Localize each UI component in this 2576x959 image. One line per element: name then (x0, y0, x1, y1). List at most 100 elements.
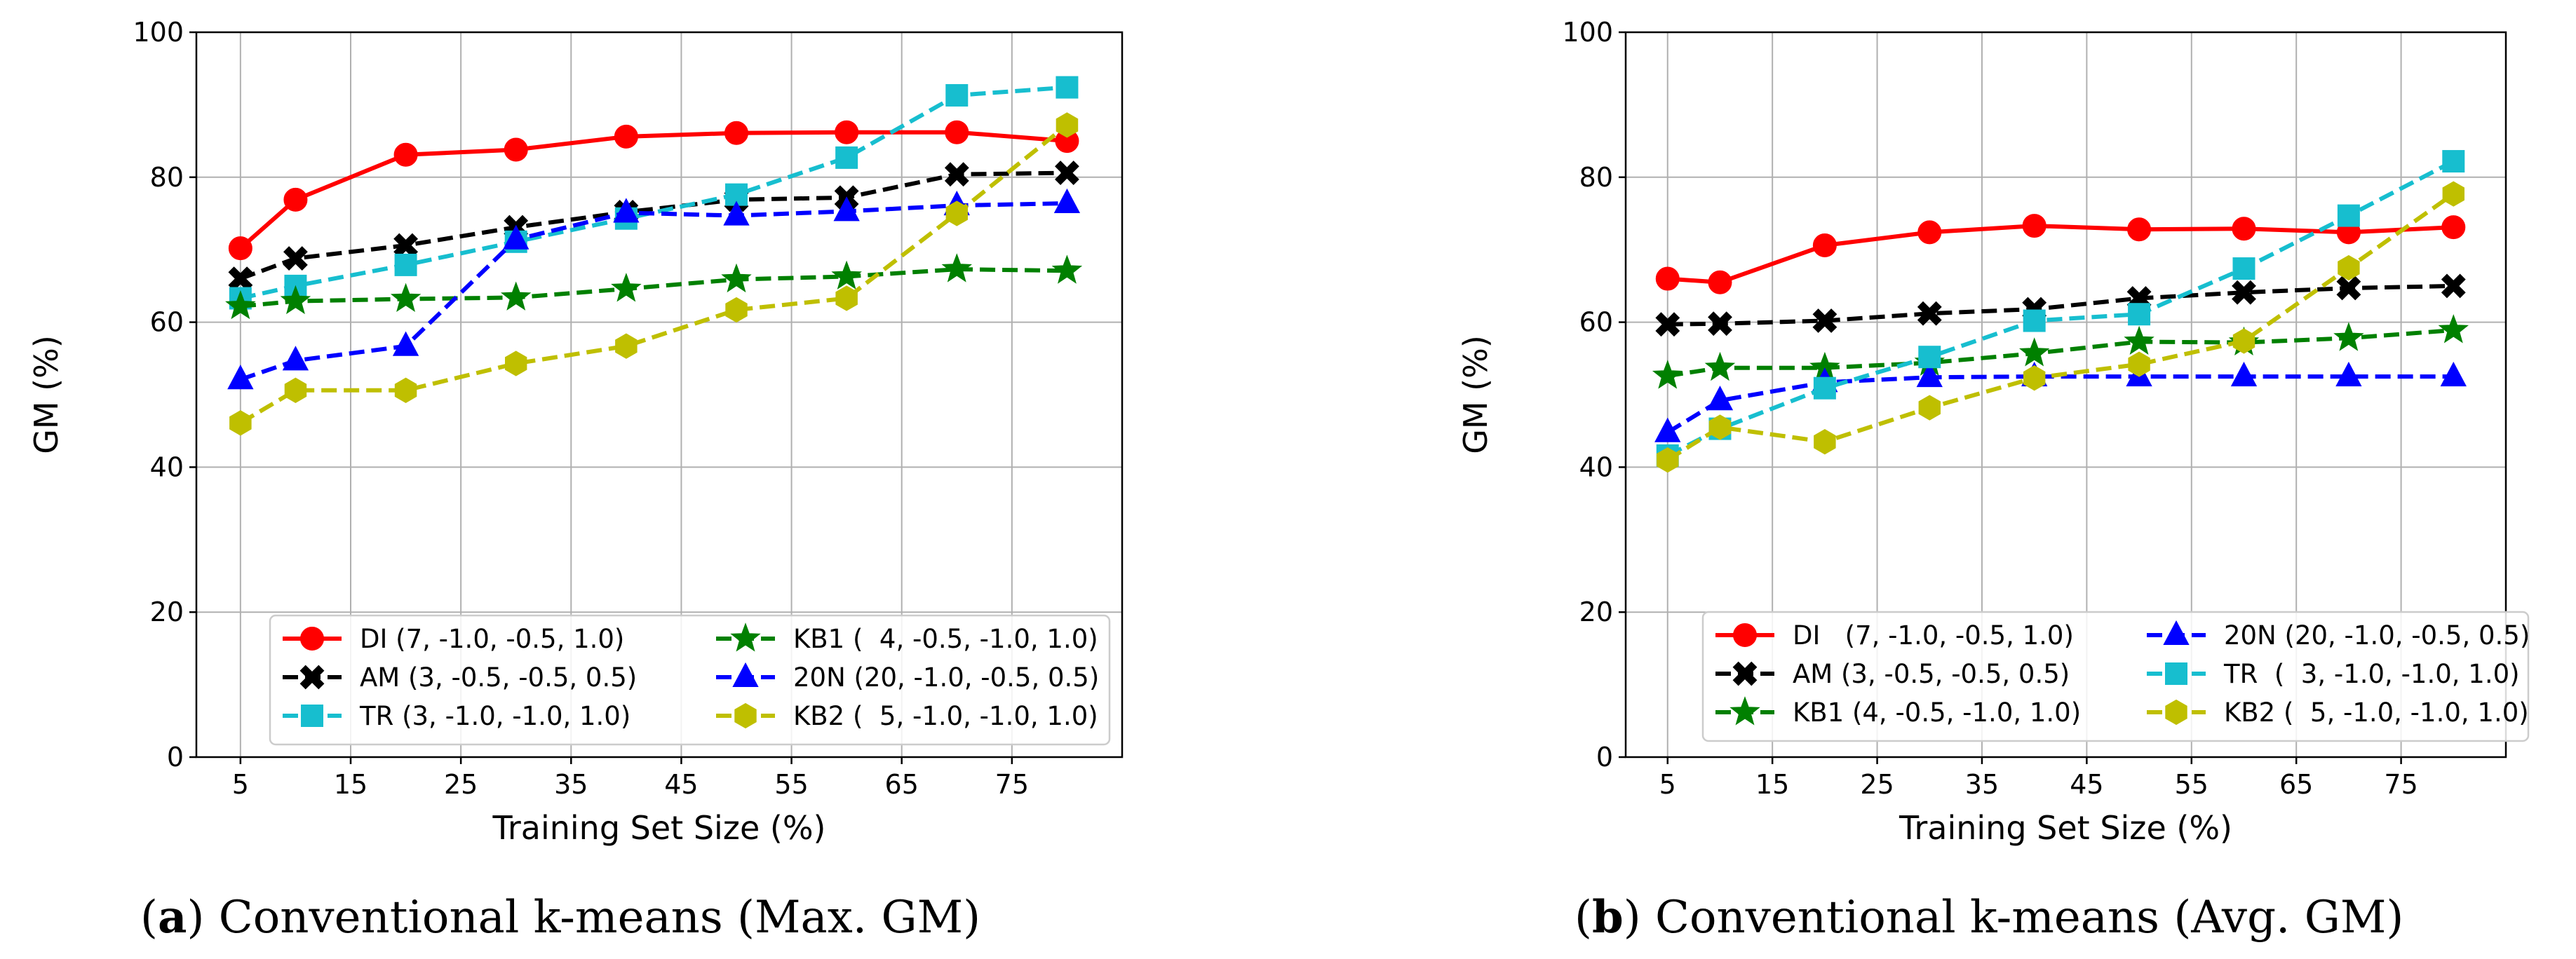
data-point (1708, 311, 1732, 336)
data-point (2230, 362, 2258, 387)
data-point (831, 260, 862, 290)
y-axis-label: GM (%) (27, 335, 65, 454)
legend-label: AM (3, -0.5, -0.5, 0.5) (360, 662, 637, 693)
data-point (2232, 328, 2255, 354)
data-point (2441, 215, 2466, 240)
data-point (835, 285, 858, 311)
data-point (1812, 233, 1837, 257)
y-tick-label: 60 (1579, 307, 1613, 338)
series-line (238, 130, 1067, 250)
legend-marker (2163, 620, 2190, 645)
x-tick-label: 55 (774, 769, 808, 800)
y-tick-label: 60 (150, 307, 184, 338)
data-point (614, 124, 638, 149)
data-point (225, 290, 256, 320)
caption: (b) Conventional k-means (Avg. GM) (1574, 891, 2403, 944)
y-tick-label: 100 (133, 17, 184, 48)
x-tick-label: 35 (554, 769, 588, 800)
data-point (227, 365, 254, 390)
data-point (2232, 217, 2256, 241)
y-tick-label: 0 (1596, 742, 1613, 773)
x-axis-label: Training Set Size (%) (1899, 809, 2232, 847)
data-point (394, 377, 417, 403)
data-point (390, 283, 422, 313)
x-tick-label: 65 (2279, 769, 2313, 800)
data-point (2441, 273, 2466, 299)
data-point (2022, 214, 2046, 238)
x-axis-label: Training Set Size (%) (492, 809, 826, 847)
data-point (944, 162, 969, 187)
data-point (611, 273, 642, 302)
data-point (503, 224, 530, 250)
data-point (228, 236, 252, 261)
data-point (613, 198, 640, 223)
series-line (1666, 374, 2454, 435)
x-tick-label: 55 (2175, 769, 2209, 800)
caption-open-paren: ( (140, 892, 158, 944)
legend: DI (7, -1.0, -0.5, 1.0) AM (3, -0.5, -0.5… (269, 614, 1111, 746)
data-point (500, 281, 532, 311)
data-point (2438, 314, 2469, 344)
data-point (945, 83, 969, 107)
legend-label: KB2 ( 5, -1.0, -1.0, 1.0) (2224, 698, 2529, 728)
legend-marker (1732, 661, 1758, 686)
data-point (1053, 188, 1081, 214)
legend-label: TR (3, -1.0, -1.0, 1.0) (359, 701, 630, 731)
legend-label: DI (7, -1.0, -0.5, 1.0) (360, 624, 624, 654)
data-point (2023, 309, 2046, 332)
data-point (1917, 220, 1942, 245)
data-point (2127, 217, 2152, 242)
legend-label: 20N (20, -1.0, -0.5, 0.5) (793, 662, 1099, 693)
data-point (283, 187, 308, 212)
data-point (2023, 365, 2046, 391)
data-point (1918, 346, 1941, 369)
x-tick-label: 65 (885, 769, 919, 800)
data-point (1916, 362, 1943, 388)
data-point (1657, 447, 1679, 473)
data-point (1706, 386, 1734, 411)
caption-text: ) Conventional k-means (Avg. GM) (1624, 892, 2404, 944)
data-point (393, 233, 419, 258)
series-line (1667, 328, 2454, 379)
legend-label: KB1 ( 4, -0.5, -1.0, 1.0) (793, 624, 1098, 654)
data-point (2336, 276, 2361, 301)
caption-open-paren: ( (1574, 892, 1592, 944)
data-point (229, 410, 252, 436)
series-line (1667, 224, 2454, 285)
series-line (239, 201, 1067, 382)
data-point (280, 285, 311, 315)
data-point (2338, 254, 2360, 281)
legend-marker (2165, 662, 2187, 685)
data-point (1812, 308, 1837, 333)
legend-marker (299, 665, 325, 690)
data-point (1054, 161, 1079, 186)
series-line (240, 85, 1067, 301)
x-tick-label: 5 (232, 769, 249, 800)
legend-box (269, 614, 1111, 746)
legend-label: AM (3, -0.5, -0.5, 0.5) (1793, 659, 2070, 689)
data-point (2442, 181, 2464, 207)
data-point (1652, 360, 1683, 389)
data-point (1655, 312, 1680, 337)
legend-box (1701, 611, 2530, 742)
data-point (2440, 362, 2467, 387)
data-point (1704, 351, 1736, 381)
data-point (1655, 266, 1680, 291)
series-di (228, 120, 1079, 261)
legend-label: 20N (20, -1.0, -0.5, 0.5) (2224, 620, 2530, 651)
x-tick-label: 75 (2384, 769, 2417, 800)
legend-marker (730, 623, 761, 652)
data-point (2128, 351, 2150, 377)
caption-letter: b (1592, 891, 1624, 944)
caption-text: ) Conventional k-means (Max. GM) (187, 892, 980, 944)
x-tick-label: 5 (1659, 769, 1676, 800)
data-point (1654, 417, 1681, 442)
legend-marker (732, 662, 759, 687)
chart-panel-2: 5 15 25 35 45 55 65 75 0 20 40 60 80 100 Training Set … (1457, 17, 2530, 944)
data-point (228, 266, 253, 292)
data-point (2232, 257, 2255, 280)
data-point (2333, 322, 2364, 351)
y-tick-label: 20 (1579, 597, 1613, 627)
data-point (1056, 76, 1079, 99)
